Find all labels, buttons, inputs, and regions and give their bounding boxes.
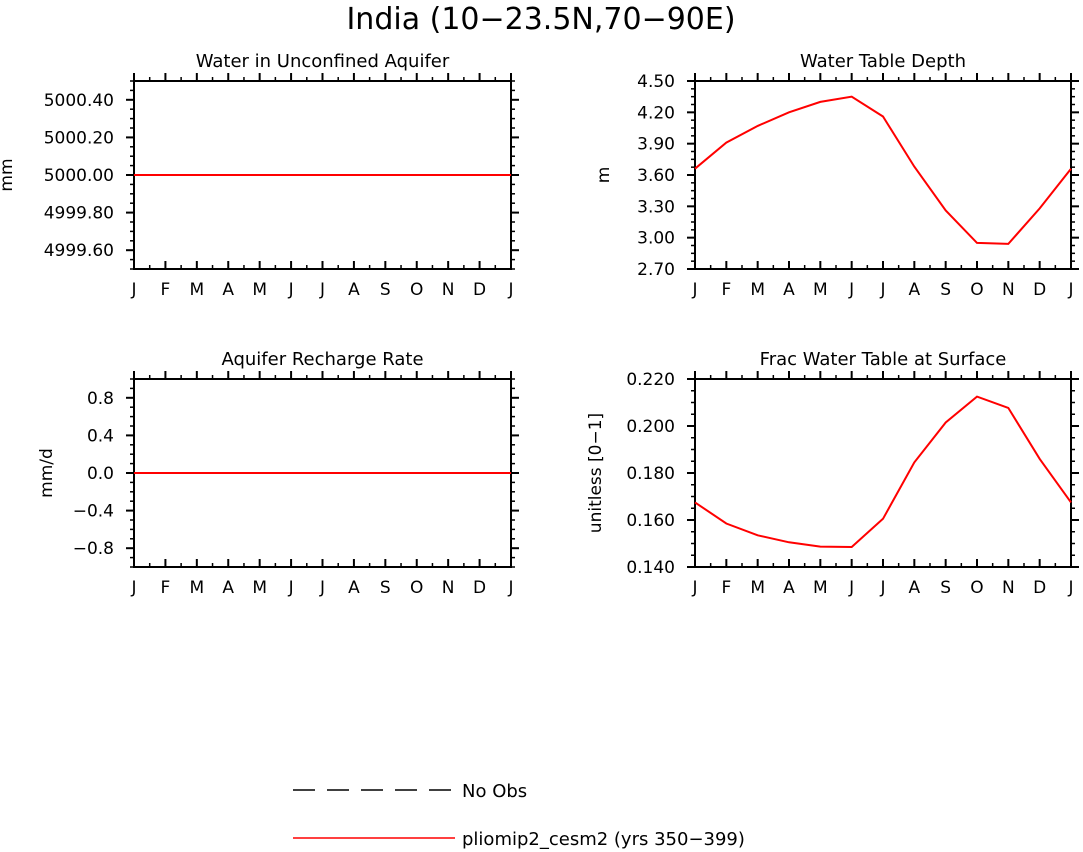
x-tick-label: O: [970, 578, 983, 598]
x-tick-label: J: [879, 578, 885, 598]
y-tick-label: 3.60: [637, 166, 675, 186]
x-tick-label: A: [909, 578, 921, 598]
x-tick-label: J: [130, 280, 136, 300]
y-tick-label: 2.70: [637, 260, 675, 280]
x-tick-label: O: [410, 578, 423, 598]
plot-frame: [694, 80, 1072, 270]
x-tick-label: J: [319, 578, 325, 598]
panel-title: Frac Water Table at Surface: [760, 349, 1007, 370]
x-tick-label: M: [189, 578, 204, 598]
x-tick-label: D: [473, 578, 486, 598]
series-line-1: [694, 95, 1072, 245]
y-tick-label: 0.200: [626, 417, 675, 437]
x-tick-label: S: [940, 578, 951, 598]
x-tick-label: S: [380, 280, 391, 300]
y-axis-label: unitless [0−1]: [586, 413, 606, 533]
figure-title: India (10−23.5N,70−90E): [346, 2, 735, 37]
x-tick-label: J: [691, 280, 697, 300]
x-tick-label: M: [813, 578, 828, 598]
panel-title: Water in Unconfined Aquifer: [196, 51, 450, 72]
x-tick-label: S: [380, 578, 391, 598]
y-tick-label: 0.160: [626, 511, 675, 531]
x-tick-label: D: [1033, 280, 1046, 300]
x-tick-label: N: [1002, 280, 1015, 300]
x-tick-label: F: [161, 578, 171, 598]
y-tick-label: −0.8: [73, 539, 114, 559]
y-tick-label: 4.20: [637, 103, 675, 123]
legend: No Obs pliomip2_cesm2 (yrs 350−399): [293, 781, 745, 850]
x-tick-label: A: [222, 578, 234, 598]
legend-label-2: pliomip2_cesm2 (yrs 350−399): [462, 829, 745, 850]
y-axis-label: m: [594, 167, 614, 184]
y-tick-label: 3.30: [637, 197, 675, 217]
y-tick-label: 0.140: [626, 558, 675, 578]
x-tick-label: M: [189, 280, 204, 300]
x-tick-label: S: [940, 280, 951, 300]
x-tick-label: O: [410, 280, 423, 300]
x-tick-label: J: [848, 280, 854, 300]
panel-title: Water Table Depth: [800, 51, 966, 72]
series-line-1: [694, 395, 1072, 549]
y-tick-label: 0.4: [87, 426, 114, 446]
y-tick-label: 3.00: [637, 229, 675, 249]
x-tick-label: A: [783, 280, 795, 300]
y-tick-label: 5000.20: [44, 128, 114, 148]
panel-title: Aquifer Recharge Rate: [221, 349, 423, 370]
y-tick-label: 4.50: [637, 72, 675, 92]
x-tick-label: J: [319, 280, 325, 300]
x-tick-label: A: [348, 578, 360, 598]
x-tick-label: N: [442, 280, 455, 300]
legend-label-1: No Obs: [462, 781, 527, 802]
y-axis-label: mm/d: [37, 448, 57, 498]
x-tick-label: D: [1033, 578, 1046, 598]
x-tick-label: J: [691, 578, 697, 598]
x-tick-label: A: [783, 578, 795, 598]
x-tick-label: M: [252, 280, 267, 300]
y-tick-label: −0.4: [73, 502, 114, 522]
y-tick-label: 4999.80: [44, 204, 114, 224]
x-tick-label: A: [222, 280, 234, 300]
x-tick-label: O: [970, 280, 983, 300]
y-tick-label: 0.220: [626, 370, 675, 390]
x-tick-label: F: [721, 280, 731, 300]
x-tick-label: J: [879, 280, 885, 300]
y-tick-label: 4999.60: [44, 241, 114, 261]
x-tick-label: J: [130, 578, 136, 598]
x-tick-label: N: [1002, 578, 1015, 598]
x-tick-label: J: [288, 578, 294, 598]
y-tick-label: 3.90: [637, 135, 675, 155]
x-tick-label: N: [442, 578, 455, 598]
y-tick-label: 0.0: [87, 464, 114, 484]
x-tick-label: J: [507, 280, 513, 300]
x-tick-label: J: [1067, 280, 1073, 300]
x-tick-label: F: [161, 280, 171, 300]
x-tick-label: A: [909, 280, 921, 300]
x-tick-label: F: [721, 578, 731, 598]
y-tick-label: 0.8: [87, 389, 114, 409]
y-axis-label: mm: [0, 158, 17, 191]
y-tick-label: 0.180: [626, 464, 675, 484]
y-tick-label: 5000.40: [44, 91, 114, 111]
x-tick-label: J: [848, 578, 854, 598]
x-tick-label: J: [288, 280, 294, 300]
x-tick-label: A: [348, 280, 360, 300]
x-tick-label: D: [473, 280, 486, 300]
y-tick-label: 5000.00: [44, 166, 114, 186]
x-tick-label: J: [1067, 578, 1073, 598]
x-tick-label: M: [750, 280, 765, 300]
x-tick-label: J: [507, 578, 513, 598]
plot-frame: [694, 378, 1072, 568]
x-tick-label: M: [750, 578, 765, 598]
x-tick-label: M: [813, 280, 828, 300]
x-tick-label: M: [252, 578, 267, 598]
